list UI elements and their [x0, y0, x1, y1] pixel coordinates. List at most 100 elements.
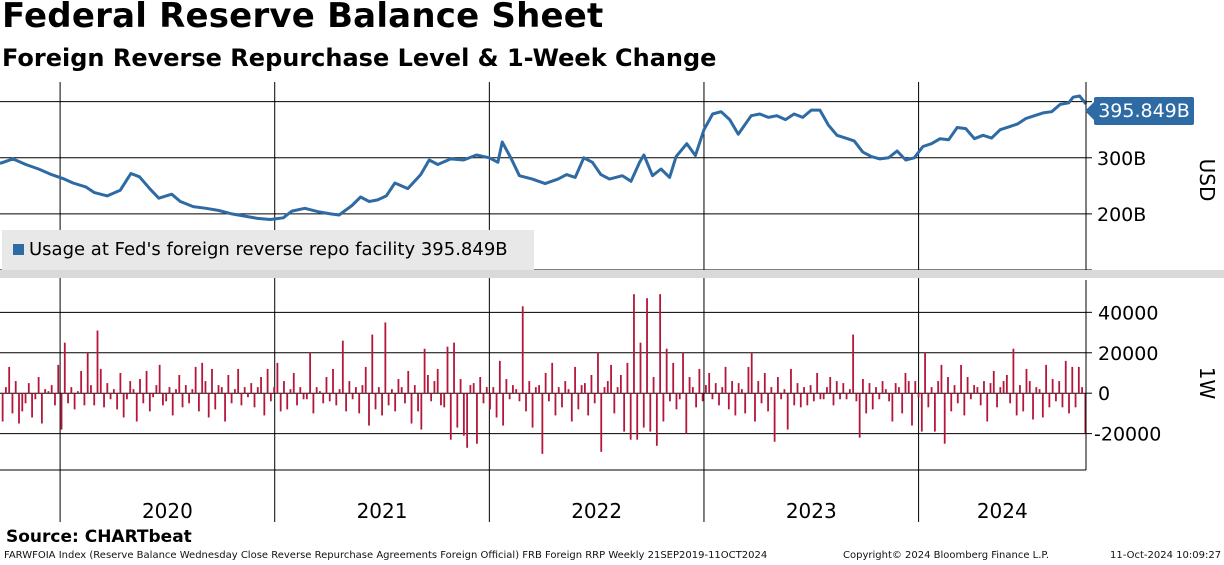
weekly-change-bar [1084, 393, 1087, 434]
weekly-change-bar [348, 381, 351, 394]
weekly-change-bar [400, 387, 403, 394]
weekly-change-bar [319, 391, 321, 394]
weekly-change-bar [888, 393, 890, 402]
weekly-change-bar [358, 393, 361, 414]
weekly-change-bar [904, 372, 907, 394]
weekly-change-bar [531, 393, 534, 428]
x-tick-label: 2020 [142, 499, 193, 523]
weekly-change-bar [266, 368, 269, 394]
weekly-change-bar [168, 387, 171, 394]
weekly-change-bar [685, 393, 688, 434]
weekly-change-bar [148, 393, 151, 412]
weekly-change-bar [557, 387, 560, 394]
weekly-change-bar [472, 383, 475, 394]
weekly-change-bar [132, 389, 135, 394]
weekly-change-bar [440, 393, 442, 406]
weekly-change-bar [341, 340, 344, 394]
weekly-change-bar [364, 366, 367, 394]
weekly-change-bar [871, 393, 874, 410]
weekly-change-bar [322, 393, 325, 404]
weekly-change-bar [325, 377, 328, 394]
weekly-change-bar [407, 370, 410, 394]
weekly-change-bar [312, 393, 315, 414]
weekly-change-bar [574, 366, 576, 394]
weekly-change-bar [21, 393, 24, 412]
weekly-change-bar [1074, 393, 1077, 408]
weekly-change-bar [943, 393, 946, 444]
weekly-change-bar [374, 393, 377, 410]
weekly-change-bar [613, 393, 616, 414]
weekly-change-bar [96, 330, 99, 394]
weekly-change-bar [548, 393, 550, 402]
weekly-change-bar [1041, 393, 1044, 418]
weekly-change-bar [250, 383, 253, 394]
weekly-change-bar [930, 387, 933, 394]
weekly-change-bar [1055, 393, 1057, 402]
weekly-change-bar [201, 362, 204, 394]
weekly-change-bar [822, 393, 825, 400]
weekly-change-bar [983, 381, 985, 394]
weekly-change-bar [590, 375, 593, 394]
bottom-axis-tick-label: -20000 [1094, 424, 1161, 446]
weekly-change-bar [966, 377, 969, 394]
weekly-change-bar [469, 385, 472, 394]
weekly-change-bar [423, 348, 426, 394]
weekly-change-bar [760, 393, 763, 404]
weekly-change-bar [793, 393, 796, 406]
weekly-change-bar [315, 387, 318, 394]
weekly-change-bar [1081, 387, 1083, 394]
weekly-change-bar [583, 383, 586, 394]
weekly-change-bar [734, 393, 737, 416]
weekly-change-bar [708, 372, 711, 394]
weekly-change-bar [214, 393, 217, 410]
weekly-change-bar [920, 393, 923, 432]
weekly-change-bar [14, 381, 17, 394]
weekly-change-bar [355, 387, 357, 394]
weekly-change-bar [747, 366, 750, 394]
weekly-change-bar [865, 393, 868, 414]
weekly-change-bar [826, 387, 828, 394]
weekly-change-bar [819, 393, 822, 400]
weekly-change-bar [351, 393, 354, 400]
x-axis: 2020 2021 2022 2023 2024 [0, 469, 1086, 523]
weekly-change-bar [508, 393, 511, 400]
weekly-change-bar [969, 393, 972, 400]
weekly-change-bar [50, 385, 53, 394]
weekly-change-bar [580, 385, 583, 394]
weekly-change-bar [158, 364, 161, 394]
weekly-change-bar [953, 385, 956, 394]
bottom-axis-tick-label: 0 [1098, 383, 1110, 405]
weekly-change-bar [492, 387, 495, 394]
weekly-change-bar [60, 393, 63, 430]
weekly-change-bar [992, 370, 995, 394]
weekly-change-bar [397, 379, 400, 394]
weekly-change-bar [191, 389, 194, 394]
weekly-change-bar [878, 393, 881, 400]
weekly-change-bar [142, 393, 145, 404]
weekly-change-bar [682, 352, 684, 394]
weekly-change-bar [662, 393, 665, 422]
weekly-change-bar [894, 383, 897, 394]
weekly-change-bar [1061, 393, 1064, 408]
weekly-change-bar [1038, 389, 1041, 394]
weekly-change-bar [73, 393, 76, 410]
weekly-change-bar [489, 393, 491, 410]
weekly-change-bar [1035, 387, 1038, 394]
weekly-change-bar [449, 393, 452, 440]
weekly-change-bar [691, 387, 694, 394]
weekly-change-bar [390, 389, 393, 394]
weekly-change-bar [63, 342, 66, 394]
weekly-change-bar [799, 393, 802, 408]
weekly-change-bar [426, 375, 429, 394]
weekly-change-bar [917, 393, 920, 398]
weekly-change-bar [237, 368, 240, 394]
weekly-change-bar [1045, 364, 1048, 394]
weekly-change-bar [770, 387, 773, 394]
weekly-change-bar [633, 294, 635, 394]
weekly-change-bar [816, 372, 819, 394]
weekly-change-bar [996, 393, 998, 408]
weekly-change-bar [1009, 393, 1012, 404]
weekly-change-bar [963, 393, 966, 416]
weekly-change-bar [263, 393, 266, 416]
weekly-change-bar [466, 393, 469, 448]
